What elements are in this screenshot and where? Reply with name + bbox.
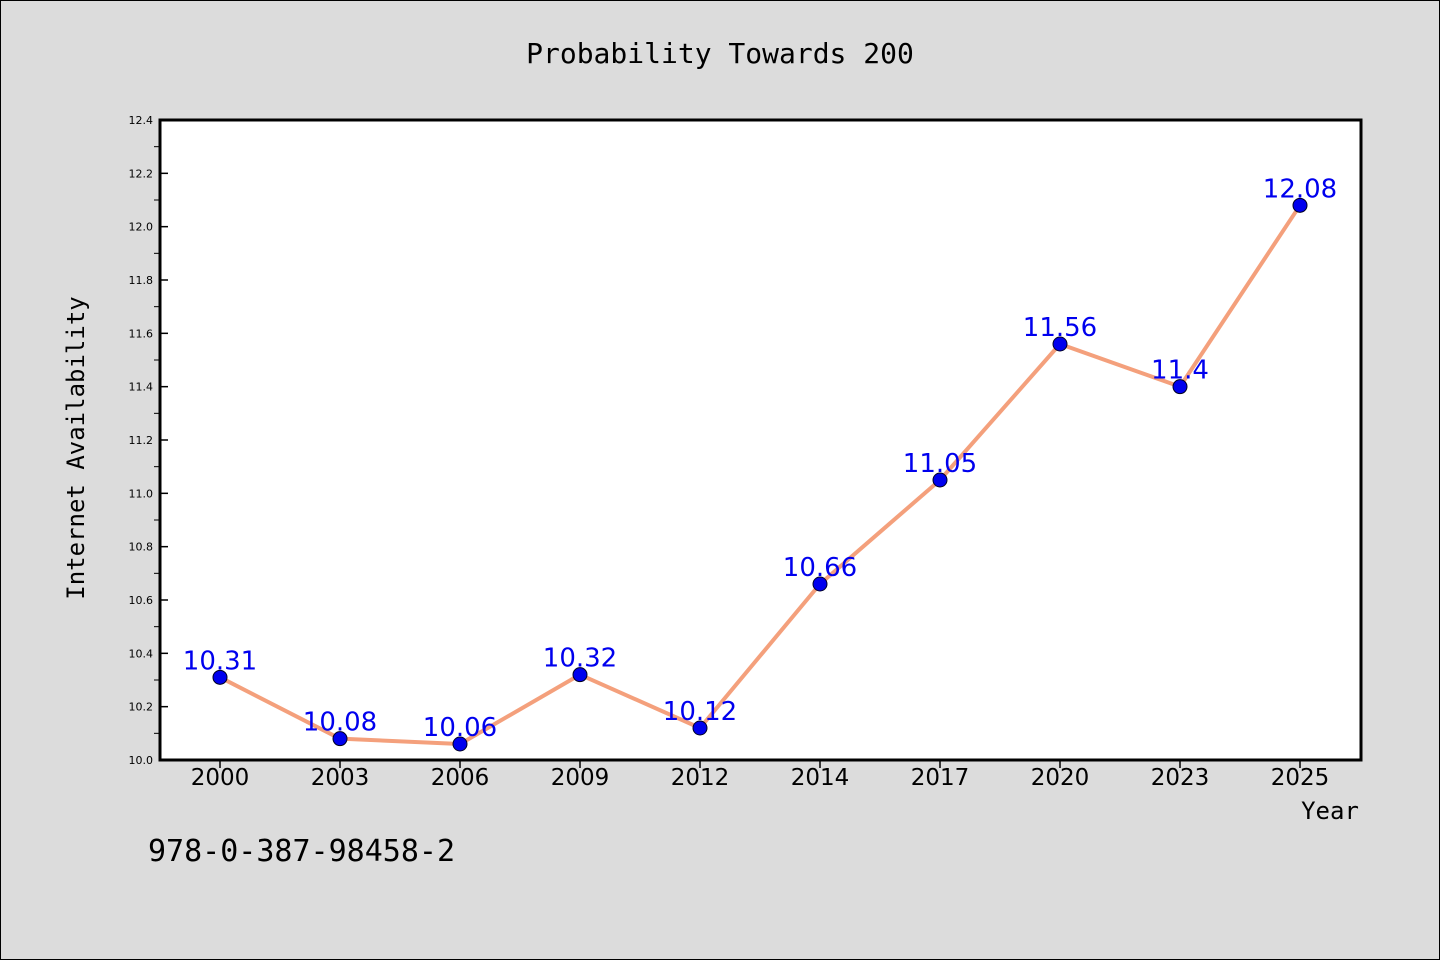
y-tick-label: 10.0 xyxy=(129,754,154,767)
data-label: 10.08 xyxy=(303,708,377,738)
x-tick-label: 2014 xyxy=(791,765,850,791)
y-tick-label: 12.4 xyxy=(129,114,154,127)
y-tick-label: 11.4 xyxy=(129,381,154,394)
y-tick-label: 10.8 xyxy=(129,541,154,554)
data-label: 10.31 xyxy=(183,646,257,676)
data-point xyxy=(1292,197,1308,213)
data-point xyxy=(572,667,588,683)
y-axis-label: Internet Availability xyxy=(62,296,90,599)
y-tick-label: 12.2 xyxy=(129,167,154,180)
data-labels: 10.31 10.08 10.06 10.32 10.12 10.66 11.05 11.56… xyxy=(183,174,1337,743)
isbn-footnote: 978-0-387-98458-2 xyxy=(148,834,456,869)
x-tick-label: 2012 xyxy=(671,765,730,791)
y-tick-label: 11.0 xyxy=(129,487,154,500)
y-tick-label: 11.6 xyxy=(129,327,154,340)
data-label: 12.08 xyxy=(1263,174,1337,204)
y-tick-label: 10.4 xyxy=(129,647,154,660)
data-point xyxy=(1172,379,1188,395)
data-label: 10.32 xyxy=(543,644,617,674)
data-point xyxy=(692,720,708,736)
data-point xyxy=(452,736,468,752)
x-tick-label: 2009 xyxy=(551,765,610,791)
x-tick-label: 2003 xyxy=(311,765,370,791)
series-line xyxy=(212,197,1308,752)
x-tick-label: 2020 xyxy=(1031,765,1090,791)
y-axis: 10.0 10.2 10.4 10.6 10.8 11.0 11.2 11.4 11.6 11.8… xyxy=(129,114,168,767)
x-tick-label: 2006 xyxy=(431,765,490,791)
y-tick-label: 10.2 xyxy=(129,701,154,714)
chart-title: Probability Towards 200 xyxy=(526,37,914,70)
x-axis: 2000 2003 2006 2009 2012 2014 2017 2020 2023 2025 xyxy=(191,760,1330,791)
data-label: 11.56 xyxy=(1023,313,1097,343)
data-point xyxy=(212,669,228,685)
data-point xyxy=(332,731,348,747)
data-label: 11.4 xyxy=(1151,356,1209,386)
x-tick-label: 2000 xyxy=(191,765,250,791)
plot-area xyxy=(158,118,1363,762)
x-tick-label: 2017 xyxy=(911,765,970,791)
series-polyline xyxy=(218,203,1302,746)
y-tick-label: 11.8 xyxy=(129,274,154,287)
y-tick-label: 12.0 xyxy=(129,221,154,234)
data-point xyxy=(932,472,948,488)
data-label: 10.12 xyxy=(663,697,737,727)
data-point xyxy=(812,576,828,592)
data-label: 10.06 xyxy=(423,713,497,743)
y-tick-label: 11.2 xyxy=(129,434,154,447)
data-point xyxy=(1052,336,1068,352)
x-tick-label: 2025 xyxy=(1271,765,1330,791)
data-label: 10.66 xyxy=(783,553,857,583)
y-tick-label: 10.6 xyxy=(129,594,154,607)
x-axis-label: Year xyxy=(1301,797,1359,825)
data-label: 11.05 xyxy=(903,449,977,479)
x-tick-label: 2023 xyxy=(1151,765,1210,791)
